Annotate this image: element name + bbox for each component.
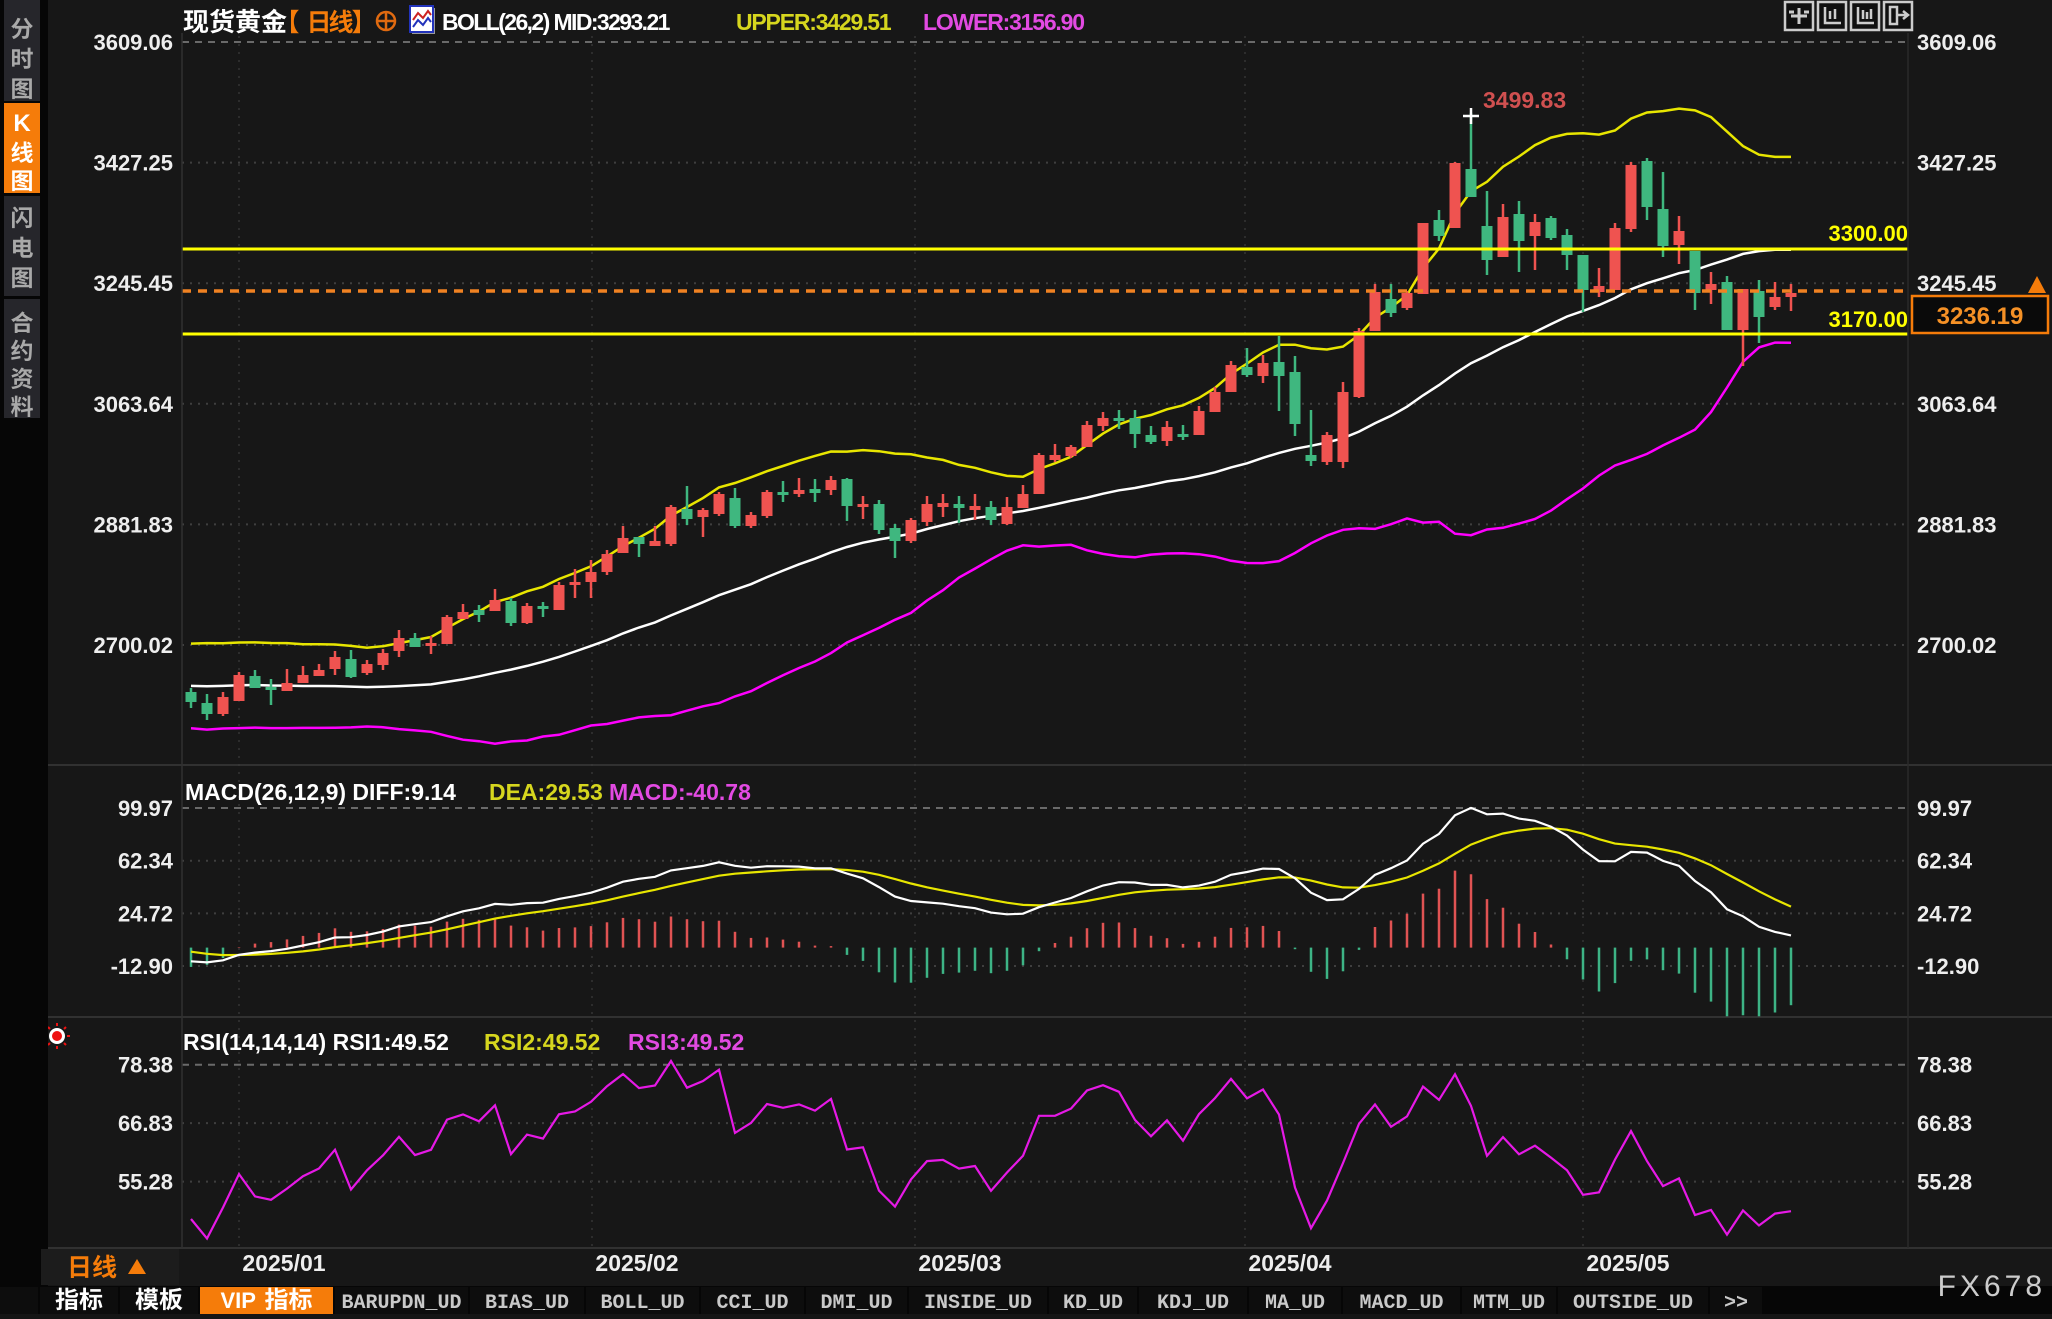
svg-text:LOWER:3156.90: LOWER:3156.90 [923,9,1084,35]
svg-text:BOLL_UD: BOLL_UD [600,1292,684,1314]
svg-text:MTM_UD: MTM_UD [1473,1292,1545,1314]
svg-text:MACD_UD: MACD_UD [1359,1292,1443,1314]
svg-text:RSI3:49.52: RSI3:49.52 [628,1029,744,1055]
svg-text:KDJ_UD: KDJ_UD [1157,1292,1229,1314]
svg-text:3499.83: 3499.83 [1483,87,1566,113]
svg-text:3063.64: 3063.64 [93,392,173,417]
svg-text:>>: >> [1724,1292,1748,1314]
svg-text:66.83: 66.83 [118,1111,173,1136]
svg-text:99.97: 99.97 [118,796,173,821]
svg-text:2025/02: 2025/02 [595,1250,678,1276]
svg-text:55.28: 55.28 [118,1170,173,1195]
svg-text:62.34: 62.34 [118,849,174,874]
svg-text:62.34: 62.34 [1917,849,1973,874]
svg-text:FX678: FX678 [1938,1270,2046,1303]
svg-text:K: K [13,110,31,137]
svg-text:MA_UD: MA_UD [1265,1292,1325,1314]
svg-text:BARUPDN_UD: BARUPDN_UD [341,1292,461,1314]
svg-text:DMI_UD: DMI_UD [820,1292,892,1314]
svg-text:3063.64: 3063.64 [1917,392,1997,417]
svg-text:RSI(14,14,14) RSI1:49.52: RSI(14,14,14) RSI1:49.52 [183,1029,449,1055]
svg-text:3236.19: 3236.19 [1937,303,2024,330]
svg-text:2881.83: 2881.83 [93,512,173,537]
svg-text:3427.25: 3427.25 [1917,151,1997,176]
svg-text:2025/05: 2025/05 [1586,1250,1669,1276]
svg-text:INSIDE_UD: INSIDE_UD [924,1292,1032,1314]
svg-text:BIAS_UD: BIAS_UD [485,1292,569,1314]
svg-text:-12.90: -12.90 [111,954,173,979]
svg-text:3609.06: 3609.06 [1917,30,1997,55]
svg-text:3245.45: 3245.45 [93,271,173,296]
svg-text:3170.00: 3170.00 [1828,307,1908,332]
svg-text:2881.83: 2881.83 [1917,512,1997,537]
svg-text:99.97: 99.97 [1917,796,1972,821]
svg-text:MACD:-40.78: MACD:-40.78 [609,779,751,805]
svg-text:24.72: 24.72 [1917,901,1972,926]
svg-text:BOLL(26,2) MID:3293.21: BOLL(26,2) MID:3293.21 [442,9,671,35]
svg-text:3427.25: 3427.25 [93,151,173,176]
svg-text:RSI2:49.52: RSI2:49.52 [484,1029,600,1055]
svg-text:78.38: 78.38 [118,1053,173,1078]
svg-text:2025/04: 2025/04 [1248,1250,1331,1276]
svg-text:24.72: 24.72 [118,901,173,926]
svg-text:KD_UD: KD_UD [1063,1292,1123,1314]
svg-text:OUTSIDE_UD: OUTSIDE_UD [1573,1292,1693,1314]
svg-text:3609.06: 3609.06 [93,30,173,55]
svg-text:55.28: 55.28 [1917,1170,1972,1195]
svg-text:2700.02: 2700.02 [93,633,173,658]
svg-text:-12.90: -12.90 [1917,954,1979,979]
svg-text:2025/01: 2025/01 [242,1250,325,1276]
svg-text:66.83: 66.83 [1917,1111,1972,1136]
svg-text:MACD(26,12,9) DIFF:9.14: MACD(26,12,9) DIFF:9.14 [185,779,456,805]
svg-text:DEA:29.53: DEA:29.53 [489,779,603,805]
svg-text:2700.02: 2700.02 [1917,633,1997,658]
svg-text:78.38: 78.38 [1917,1053,1972,1078]
svg-text:3300.00: 3300.00 [1828,221,1908,246]
svg-text:UPPER:3429.51: UPPER:3429.51 [736,9,892,35]
svg-text:2025/03: 2025/03 [918,1250,1001,1276]
svg-text:VIP: VIP [221,1288,256,1313]
svg-text:3245.45: 3245.45 [1917,271,1997,296]
svg-text:CCI_UD: CCI_UD [716,1292,788,1314]
